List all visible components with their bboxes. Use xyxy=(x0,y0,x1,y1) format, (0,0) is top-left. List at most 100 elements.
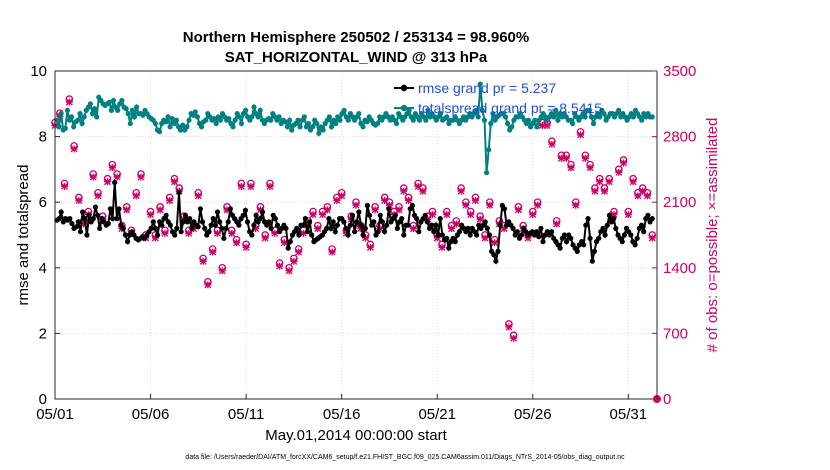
obs-assimilated-marker xyxy=(524,234,532,242)
series-point-rmse xyxy=(632,242,638,248)
obs-assimilated-marker xyxy=(462,201,470,209)
series-point-totalspread xyxy=(475,114,481,120)
series-point-totalspread xyxy=(249,114,255,120)
legend-marker-rmse xyxy=(400,84,408,92)
series-point-rmse xyxy=(394,225,400,231)
series-point-rmse xyxy=(195,224,201,230)
series-point-rmse xyxy=(645,212,651,218)
obs-assimilated-marker xyxy=(643,192,651,200)
series-point-rmse xyxy=(107,206,113,212)
series-point-rmse xyxy=(86,212,92,218)
x-tick-label: 05/11 xyxy=(228,406,264,423)
series-point-rmse xyxy=(242,207,248,213)
y-right-tick-label: 2800 xyxy=(663,129,696,146)
y-right-tick-label: 0 xyxy=(663,391,671,408)
series-point-totalspread xyxy=(236,114,242,120)
data-file-footnote: data file: /Users/raeder/DAI/ATM_forcXX/… xyxy=(185,454,625,461)
series-point-rmse xyxy=(309,232,315,238)
obs-assimilated-marker xyxy=(471,197,479,205)
series-point-totalspread xyxy=(213,120,219,127)
series-point-totalspread xyxy=(134,104,140,110)
series-point-rmse xyxy=(587,235,593,241)
series-point-totalspread xyxy=(326,114,332,120)
obs-assimilated-marker xyxy=(433,234,441,242)
obs-assimilated-marker xyxy=(123,206,131,214)
series-point-rmse xyxy=(332,229,338,235)
obs-assimilated-marker xyxy=(381,197,389,205)
series-point-rmse xyxy=(240,212,246,218)
series-point-rmse xyxy=(482,219,488,225)
series-point-totalspread xyxy=(630,114,637,120)
obs-assimilated-marker xyxy=(538,122,546,130)
series-point-rmse xyxy=(384,222,390,228)
series-point-totalspread xyxy=(110,97,117,104)
x-tick-label: 05/16 xyxy=(323,406,361,423)
series-point-rmse xyxy=(444,235,450,241)
series-point-rmse xyxy=(210,216,216,222)
series-point-rmse xyxy=(621,232,628,238)
obs-assimilated-marker xyxy=(223,206,231,214)
obs-assimilated-marker xyxy=(209,248,217,256)
obs-assimilated-marker xyxy=(170,178,178,186)
series-point-totalspread xyxy=(282,119,288,125)
series-point-totalspread xyxy=(119,97,125,104)
series-point-totalspread xyxy=(484,170,490,176)
obs-assimilated-marker xyxy=(438,243,446,251)
obs-assimilated-marker xyxy=(338,192,346,200)
series-point-rmse xyxy=(208,222,214,228)
obs-assimilated-marker xyxy=(572,201,580,209)
y-axis-label-right: # of obs: o=possible; ×=assimilated xyxy=(704,118,721,353)
obs-assimilated-marker xyxy=(333,197,341,205)
series-point-rmse xyxy=(197,206,203,212)
series-point-totalspread xyxy=(243,107,249,113)
series-point-rmse xyxy=(536,234,542,240)
series-point-rmse xyxy=(602,232,608,238)
x-tick-label: 05/21 xyxy=(418,406,456,423)
series-point-rmse xyxy=(581,242,587,248)
y-right-tick-label: 2100 xyxy=(663,194,696,211)
series-point-rmse xyxy=(422,212,428,218)
obs-assimilated-marker xyxy=(414,182,422,190)
series-point-totalspread xyxy=(226,116,232,122)
series-point-rmse xyxy=(148,225,154,231)
obs-assimilated-marker xyxy=(419,187,427,195)
series-point-rmse xyxy=(272,216,278,222)
y-right-tick-label: 1400 xyxy=(663,260,696,277)
series-point-rmse xyxy=(167,222,173,228)
obs-assimilated-marker xyxy=(185,229,193,237)
series-point-rmse xyxy=(90,216,96,222)
series-point-totalspread xyxy=(157,129,163,135)
series-point-rmse xyxy=(638,222,645,228)
series-point-rmse xyxy=(585,216,591,222)
chart-title-line2: SAT_HORIZONTAL_WIND @ 313 hPa xyxy=(225,49,488,66)
obs-assimilated-marker xyxy=(242,243,250,251)
obs-assimilated-marker xyxy=(319,211,327,219)
series-point-totalspread xyxy=(534,124,540,130)
series-point-totalspread xyxy=(198,124,205,130)
series-point-rmse xyxy=(465,225,471,231)
series-point-totalspread xyxy=(203,117,209,123)
series-point-totalspread xyxy=(305,120,312,127)
series-point-rmse xyxy=(354,219,360,225)
series-point-rmse xyxy=(452,239,458,245)
series-point-totalspread xyxy=(131,114,138,120)
series-point-rmse xyxy=(110,216,116,222)
series-point-rmse xyxy=(456,229,463,235)
obs-assimilated-marker xyxy=(486,201,494,209)
series-point-rmse xyxy=(182,212,188,218)
obs-assimilated-marker xyxy=(362,234,370,242)
series-point-totalspread xyxy=(295,117,301,123)
y-tick-label: 8 xyxy=(39,129,47,146)
series-point-totalspread xyxy=(140,112,146,118)
series-point-rmse xyxy=(574,248,580,254)
series-point-totalspread xyxy=(555,117,561,123)
series-point-totalspread xyxy=(238,120,244,127)
series-point-rmse xyxy=(386,206,392,212)
obs-assimilated-marker xyxy=(610,211,618,219)
obs-assimilated-marker xyxy=(409,225,417,233)
obs-assimilated-marker xyxy=(443,211,451,219)
obs-assimilated-marker xyxy=(261,234,269,242)
series-point-rmse xyxy=(116,206,122,212)
series-point-totalspread xyxy=(410,117,416,123)
obs-assimilated-marker xyxy=(213,229,221,237)
